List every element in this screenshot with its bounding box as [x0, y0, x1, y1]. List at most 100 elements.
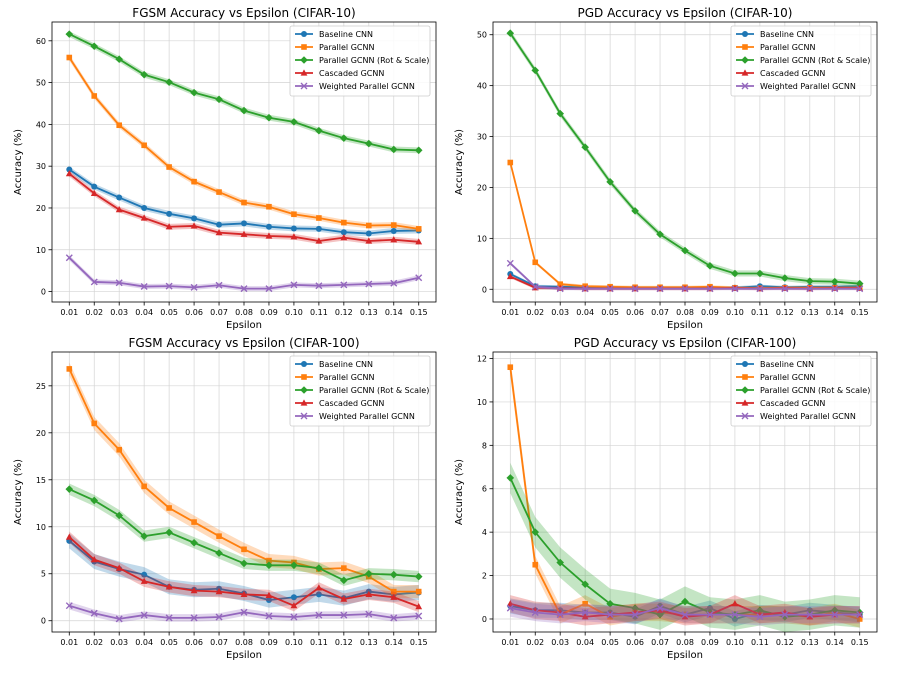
- data-point: [215, 549, 223, 557]
- data-point: [556, 109, 564, 118]
- legend-marker: [741, 386, 749, 394]
- data-point: [340, 576, 348, 585]
- data-point: [856, 611, 864, 619]
- data-point: [66, 166, 73, 173]
- data-point: [141, 204, 148, 211]
- data-point: [91, 420, 98, 427]
- data-point: [856, 285, 864, 293]
- x-tick-label: 0.10: [726, 638, 744, 647]
- data-point: [341, 565, 347, 571]
- data-point: [165, 282, 173, 290]
- data-point: [165, 223, 173, 230]
- data-point: [265, 232, 273, 239]
- x-tick-label: 0.10: [285, 308, 303, 317]
- data-point: [389, 570, 398, 579]
- data-point: [531, 66, 540, 75]
- data-point: [340, 595, 348, 602]
- data-point: [365, 280, 373, 288]
- data-point: [190, 614, 198, 622]
- data-point: [390, 279, 398, 287]
- confidence-band: [69, 170, 419, 245]
- confidence-band: [510, 595, 860, 626]
- data-point: [556, 285, 564, 293]
- data-point: [756, 613, 764, 621]
- y-tick-label: 6: [482, 485, 487, 494]
- x-tick-label: 0.03: [110, 638, 128, 647]
- series-weighted: [506, 599, 864, 626]
- data-point: [140, 214, 148, 221]
- x-tick-label: 0.15: [851, 638, 869, 647]
- data-point: [365, 569, 373, 578]
- data-point: [65, 170, 73, 177]
- data-point: [681, 611, 689, 619]
- x-tick-label: 0.04: [576, 638, 594, 647]
- data-point: [240, 608, 248, 616]
- legend-label: Parallel GCNN (Rot & Scale): [760, 56, 870, 65]
- x-tick-label: 0.01: [60, 308, 78, 317]
- data-point: [631, 611, 639, 619]
- x-tick-label: 0.05: [601, 638, 619, 647]
- legend-label: Parallel GCNN: [760, 373, 815, 382]
- legend-label: Cascaded GCNN: [319, 69, 384, 78]
- data-point: [190, 283, 198, 291]
- y-tick-label: 4: [482, 528, 487, 537]
- data-point: [140, 283, 148, 291]
- data-point: [390, 588, 397, 595]
- data-point: [506, 259, 514, 267]
- x-axis-label: Epsilon: [226, 650, 262, 661]
- x-tick-label: 0.11: [310, 638, 328, 647]
- x-tick-label: 0.12: [776, 308, 794, 317]
- data-point: [656, 230, 664, 239]
- legend-label: Parallel GCNN: [319, 43, 374, 52]
- data-point: [315, 611, 323, 619]
- data-point: [165, 614, 173, 622]
- data-point: [830, 277, 839, 286]
- data-point: [415, 238, 423, 245]
- data-point: [606, 599, 614, 608]
- data-point: [65, 533, 73, 540]
- data-point: [315, 225, 322, 232]
- legend-label: Baseline CNN: [760, 30, 814, 39]
- data-point: [166, 164, 172, 170]
- data-point: [265, 561, 273, 570]
- legend-box: [289, 25, 431, 97]
- y-tick-label: 40: [36, 120, 46, 129]
- data-point: [190, 88, 198, 97]
- x-tick-label: 0.01: [60, 638, 78, 647]
- data-point: [290, 225, 297, 232]
- legend: Baseline CNN Parallel GCNN Parallel GCNN (…: [289, 25, 431, 97]
- x-tick-label: 0.06: [626, 308, 644, 317]
- legend-label: Parallel GCNN (Rot & Scale): [760, 386, 870, 395]
- legend-box: [730, 355, 872, 427]
- confidence-band: [510, 599, 860, 626]
- data-point: [414, 572, 423, 581]
- data-point: [290, 233, 298, 240]
- x-tick-label: 0.13: [801, 638, 819, 647]
- x-tick-label: 0.02: [85, 308, 103, 317]
- data-point: [731, 285, 739, 293]
- data-point: [290, 281, 298, 289]
- data-point: [507, 159, 514, 166]
- data-point: [390, 222, 397, 228]
- data-point: [290, 602, 298, 609]
- legend-marker: [300, 82, 308, 90]
- data-point: [415, 226, 422, 232]
- x-tick-label: 0.14: [826, 638, 844, 647]
- data-point: [190, 587, 198, 594]
- data-point: [291, 211, 297, 218]
- data-point: [215, 229, 223, 236]
- y-tick-label: 0: [41, 288, 46, 297]
- data-point: [856, 616, 863, 622]
- x-tick-label: 0.03: [110, 308, 128, 317]
- legend-marker: [742, 44, 748, 50]
- data-point: [582, 600, 588, 607]
- y-tick-label: 0: [41, 617, 46, 626]
- data-point: [506, 600, 514, 607]
- data-point: [365, 230, 372, 237]
- data-point: [65, 602, 73, 610]
- legend-marker: [300, 69, 308, 76]
- data-point: [341, 219, 347, 226]
- y-axis-label: Accuracy (%): [454, 129, 465, 195]
- data-point: [681, 246, 689, 255]
